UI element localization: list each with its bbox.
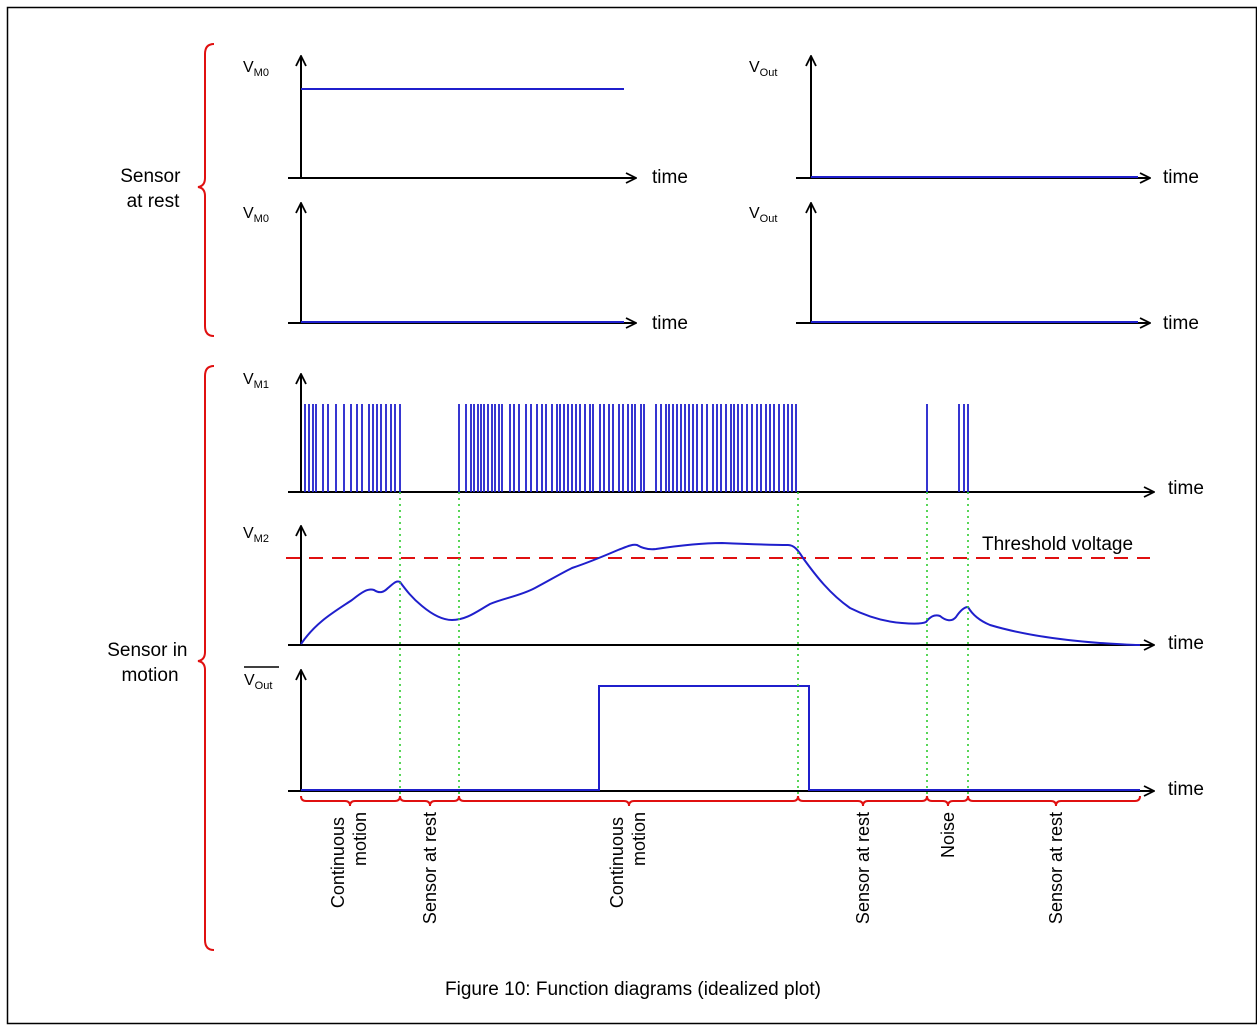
phase-brace	[797, 795, 928, 807]
figure-frame	[6, 6, 1257, 1025]
rest-vout-bottom-panel: VOut time	[749, 203, 1199, 334]
vout-bar-axis-label: VOut	[244, 672, 272, 692]
phase-brace	[300, 795, 401, 807]
phase-brace	[926, 795, 969, 807]
time-axis-label: time	[1163, 167, 1199, 188]
time-axis-label: time	[652, 313, 688, 334]
phase-label-sensor-at-rest-2: Sensor at rest	[853, 812, 873, 924]
motion-vm1-panel: VM1 time	[243, 371, 1204, 499]
motion-group-label: Sensor in motion	[107, 640, 193, 686]
time-axis-label: time	[652, 167, 688, 188]
vout-bar-pulse	[301, 685, 1140, 791]
motion-vm2-panel: Threshold voltage VM2 time	[243, 525, 1204, 654]
rest-vm0-bottom-panel: VM0 time	[243, 203, 688, 334]
time-axis-label: time	[1168, 633, 1204, 654]
time-axis-label: time	[1168, 478, 1204, 499]
phase-label-continuous-motion-1: Continuous motion	[328, 812, 370, 908]
vout-axis-label: VOut	[749, 205, 777, 225]
rest-vout-top-panel: VOut time	[749, 56, 1199, 188]
phase-label-sensor-at-rest-1: Sensor at rest	[420, 812, 440, 924]
time-axis-label: time	[1168, 779, 1204, 800]
rest-group-brace	[197, 43, 215, 337]
phase-label-noise: Noise	[938, 812, 958, 858]
motion-vout-bar-panel: VOut time	[244, 666, 1204, 800]
vout-axis-label: VOut	[749, 59, 777, 79]
phase-label-sensor-at-rest-3: Sensor at rest	[1046, 812, 1066, 924]
vm0-axis-label: VM0	[243, 205, 269, 225]
vm1-axis-label: VM1	[243, 371, 269, 391]
rest-group-label: Sensor at rest	[120, 166, 185, 212]
motion-group-brace	[197, 365, 215, 951]
phase-brace	[399, 795, 460, 807]
figure-caption: Figure 10: Function diagrams (idealized …	[445, 979, 821, 1000]
vm0-axis-label: VM0	[243, 59, 269, 79]
phase-brace	[967, 795, 1141, 807]
vm1-pulse-train	[304, 404, 969, 492]
phase-label-continuous-motion-2: Continuous motion	[607, 812, 649, 908]
time-axis-label: time	[1163, 313, 1199, 334]
phase-brace	[458, 795, 799, 807]
phase-braces	[300, 795, 1141, 807]
rest-vm0-top-panel: VM0 time	[243, 56, 688, 188]
phase-labels: Continuous motion Sensor at rest Continu…	[328, 812, 1066, 924]
threshold-label: Threshold voltage	[982, 534, 1133, 555]
vm2-axis-label: VM2	[243, 525, 269, 545]
